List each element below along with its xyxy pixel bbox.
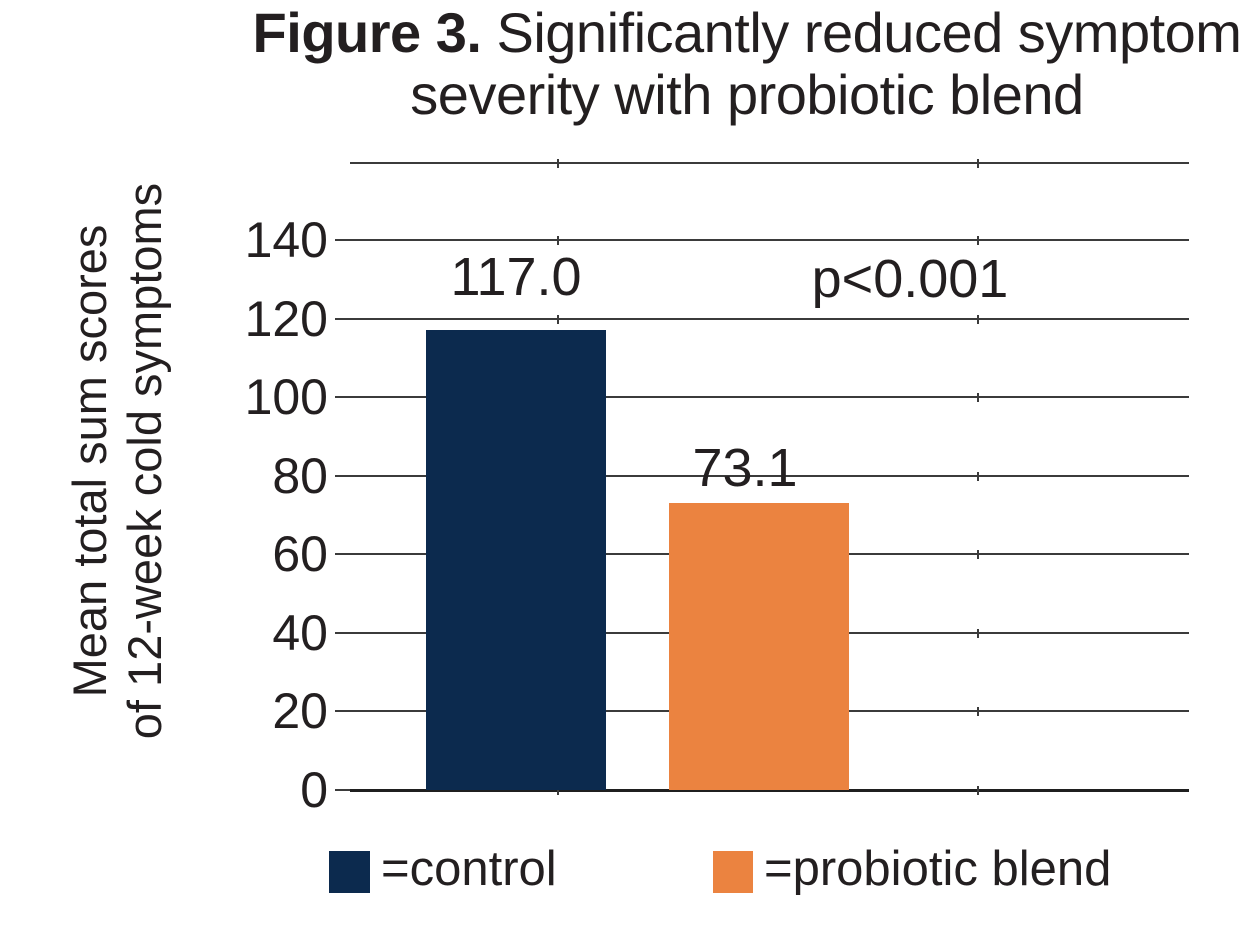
figure-title-text: Significantly reduced symptom <box>481 1 1242 64</box>
gridline-notch <box>557 786 559 795</box>
gridline-notch <box>977 628 979 638</box>
y-tick-mark <box>335 789 350 791</box>
y-tick-mark <box>335 396 350 399</box>
header-rule <box>350 162 1189 164</box>
y-tick-label: 140 <box>244 212 328 268</box>
value-label-probiotic-blend: 73.1 <box>692 437 798 498</box>
gridline <box>350 239 1189 241</box>
probiotic-blend-swatch-icon <box>713 851 753 893</box>
y-tick-mark <box>335 317 350 320</box>
p-value-annotation: p<0.001 <box>811 249 1009 309</box>
plot-area: 140 120 100 80 60 40 20 0 117.0 73.1 <box>245 0 1189 928</box>
gridline <box>350 396 1189 399</box>
y-tick-label: 60 <box>272 526 328 583</box>
y-tick-mark <box>335 239 350 241</box>
y-tick-mark <box>335 474 350 477</box>
gridline-notch <box>977 471 979 481</box>
y-tick-mark <box>335 631 350 634</box>
gridline <box>350 474 1189 477</box>
y-axis-label-line-2: of 12-week cold symptoms <box>118 182 171 740</box>
gridline <box>350 317 1189 320</box>
y-tick-label: 100 <box>244 369 328 426</box>
legend-label-probiotic-blend: =probiotic blend <box>764 842 1112 896</box>
figure-title-line-1: Figure 3. Significantly reduced symptom <box>197 2 1242 64</box>
control-swatch-icon <box>329 851 370 893</box>
figure-number: Figure 3. <box>252 1 482 64</box>
value-label-control: 117.0 <box>450 247 582 308</box>
gridline-notch <box>977 159 979 168</box>
gridline-notch <box>977 550 979 560</box>
y-tick-mark <box>335 710 350 713</box>
gridline-notch <box>557 314 559 324</box>
gridline-notch <box>977 707 979 717</box>
y-tick-mark <box>335 553 350 556</box>
y-tick-label: 120 <box>244 290 328 347</box>
figure-title: Figure 3. Significantly reduced symptom … <box>197 2 1242 126</box>
legend-label-control: =control <box>381 842 557 896</box>
y-axis-label: Mean total sum scores of 12-week cold sy… <box>62 181 172 741</box>
gridline-notch <box>977 314 979 324</box>
x-axis-line <box>350 789 1189 792</box>
y-tick-label: 40 <box>272 604 328 661</box>
y-tick-label: 80 <box>272 447 328 504</box>
gridline-notch <box>977 393 979 403</box>
gridline-notch <box>977 786 979 795</box>
y-tick-label: 0 <box>300 762 328 818</box>
gridline-notch <box>557 236 559 245</box>
y-tick-label: 20 <box>272 683 328 740</box>
bar-probiotic-blend <box>669 502 849 790</box>
gridline-notch <box>977 236 979 245</box>
figure-title-line-2: severity with probiotic blend <box>410 63 1084 126</box>
gridline-notch <box>557 159 559 168</box>
y-axis-label-line-1: Mean total sum scores <box>63 224 116 698</box>
bar-control <box>426 330 606 790</box>
